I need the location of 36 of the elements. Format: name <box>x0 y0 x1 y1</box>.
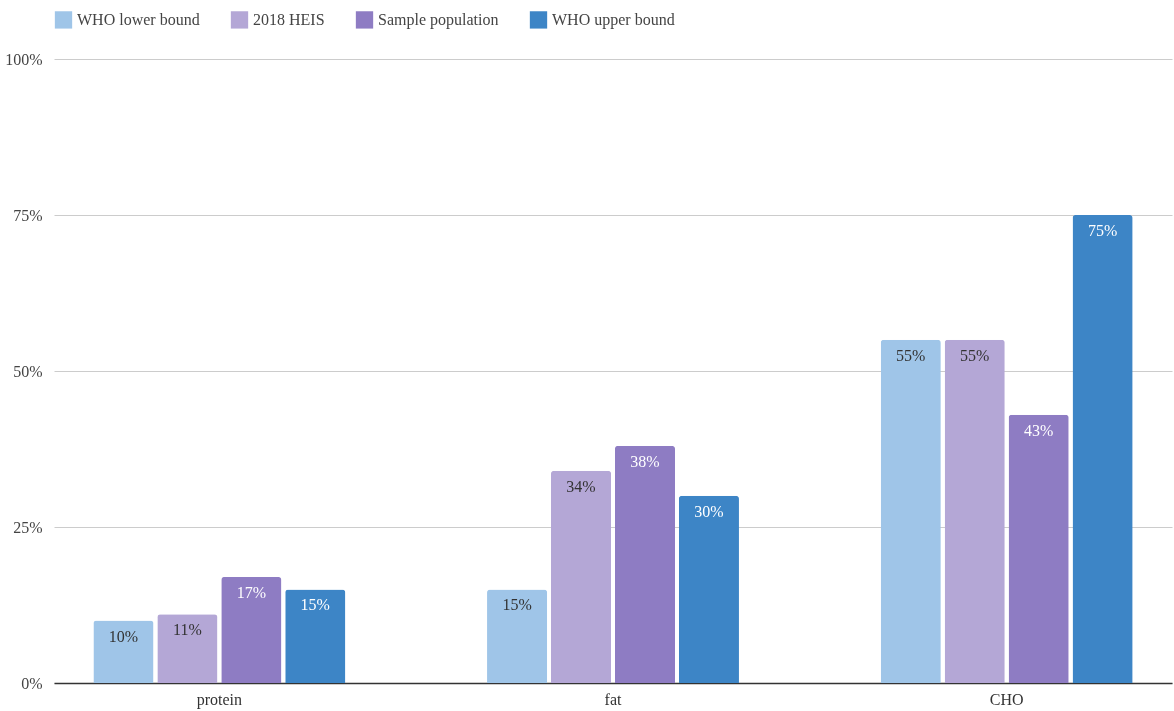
bar <box>944 339 1005 683</box>
bar <box>285 589 346 683</box>
data-label: 75% <box>1087 222 1118 239</box>
data-label: 17% <box>236 583 266 601</box>
bar <box>221 576 282 683</box>
bar <box>487 589 548 683</box>
data-label: 55% <box>896 346 926 364</box>
legend-label: WHO lower bound <box>77 10 200 28</box>
data-label: 15% <box>300 596 330 614</box>
data-label: 55% <box>960 346 990 364</box>
x-tick-label: fat <box>604 690 622 708</box>
legend-label: Sample population <box>378 10 499 29</box>
bar <box>880 339 941 683</box>
bar <box>1008 414 1069 683</box>
data-label: 11% <box>173 621 202 639</box>
bar <box>157 614 218 683</box>
x-tick-label: CHO <box>989 690 1024 708</box>
bar <box>550 470 612 683</box>
legend-label: WHO upper bound <box>552 10 675 29</box>
bar <box>614 445 676 683</box>
data-label: 43% <box>1023 421 1054 439</box>
legend-label: 2018 HEIS <box>253 10 325 28</box>
data-label: 34% <box>566 477 596 495</box>
y-tick-label: 25% <box>13 518 43 536</box>
x-tick-label: protein <box>196 690 242 709</box>
data-label: 10% <box>108 627 139 645</box>
data-label: 38% <box>630 452 660 470</box>
y-tick-label: 0% <box>21 674 43 692</box>
data-label: 30% <box>694 502 724 520</box>
y-tick-label: 75% <box>13 206 43 224</box>
bar <box>93 620 154 683</box>
data-label: 15% <box>502 596 532 614</box>
y-tick-label: 100% <box>5 50 43 68</box>
bar <box>678 495 739 683</box>
y-tick-label: 50% <box>13 362 43 380</box>
bar <box>1072 215 1133 683</box>
